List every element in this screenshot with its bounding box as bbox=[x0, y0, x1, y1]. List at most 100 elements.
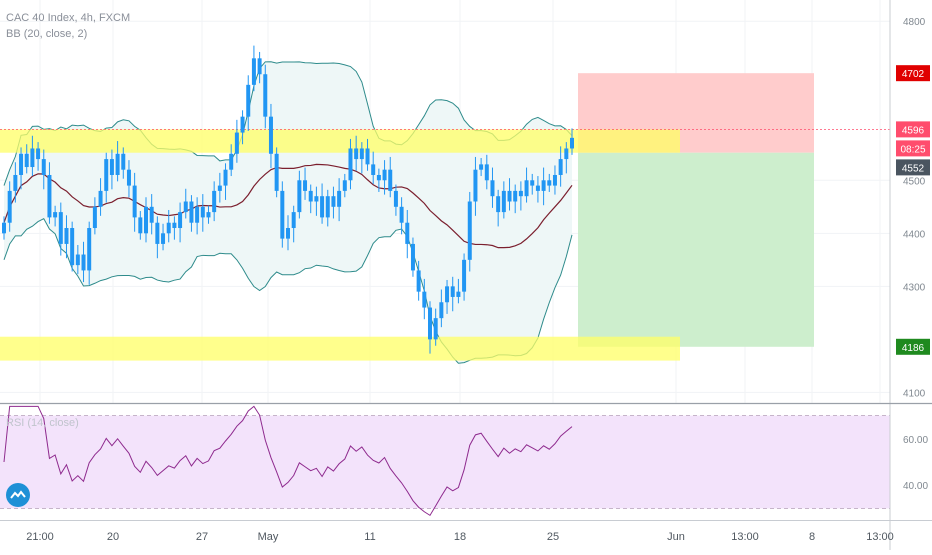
candle-body bbox=[172, 222, 177, 229]
candle bbox=[263, 64, 268, 129]
time-tick-label: 13:00 bbox=[731, 531, 759, 543]
candle bbox=[70, 221, 75, 272]
candle bbox=[371, 151, 376, 185]
candle-body bbox=[348, 148, 353, 181]
candle bbox=[98, 178, 103, 216]
candle bbox=[7, 181, 12, 232]
tradingview-logo[interactable] bbox=[6, 483, 30, 507]
candle bbox=[484, 154, 489, 190]
candle-body bbox=[155, 222, 160, 244]
candle bbox=[268, 103, 273, 169]
candle bbox=[64, 215, 69, 259]
candle bbox=[189, 195, 194, 232]
time-tick-label: 8 bbox=[809, 531, 815, 543]
candle-body bbox=[98, 190, 103, 207]
bb-indicator-title[interactable]: BB (20, close, 2) bbox=[6, 28, 88, 40]
candle bbox=[456, 278, 461, 304]
candle bbox=[558, 146, 563, 187]
candle bbox=[303, 167, 308, 200]
time-tick-label: 20 bbox=[107, 531, 119, 543]
candle-body bbox=[104, 159, 109, 191]
candle bbox=[479, 158, 484, 177]
candle-body bbox=[291, 212, 296, 229]
candle bbox=[439, 289, 444, 328]
candle-body bbox=[541, 180, 546, 191]
candle bbox=[121, 147, 126, 179]
candle-body bbox=[547, 180, 552, 186]
candle-body bbox=[376, 174, 381, 181]
rsi-band-fill bbox=[0, 415, 890, 509]
candle bbox=[348, 138, 353, 190]
candle bbox=[501, 181, 506, 219]
time-tick-label: Jun bbox=[667, 531, 685, 543]
candle bbox=[291, 205, 296, 243]
chart-legend: CAC 40 Index, 4h, FXCM BB (20, close, 2) bbox=[6, 10, 130, 42]
candle bbox=[496, 189, 501, 227]
price-tick-label: 4300 bbox=[903, 282, 926, 293]
candle bbox=[376, 168, 381, 192]
entry-price-badge: 4552 bbox=[896, 159, 930, 176]
candle-body bbox=[246, 84, 251, 117]
candle-body bbox=[30, 148, 35, 168]
candle-body bbox=[484, 164, 489, 181]
candle bbox=[155, 216, 160, 259]
candle-body bbox=[359, 148, 364, 160]
candle-body bbox=[303, 180, 308, 191]
candle-body bbox=[445, 286, 450, 303]
candle bbox=[36, 142, 41, 171]
candle bbox=[104, 152, 109, 203]
candle bbox=[325, 189, 330, 227]
candle-body bbox=[501, 190, 506, 213]
candle bbox=[513, 184, 518, 214]
candle-body bbox=[206, 212, 211, 218]
candle bbox=[53, 205, 58, 227]
candle bbox=[115, 141, 120, 182]
candle-body bbox=[308, 190, 313, 202]
candle-body bbox=[2, 222, 6, 234]
candle bbox=[246, 75, 251, 131]
time-tick-label: 21:00 bbox=[26, 531, 54, 543]
candle bbox=[547, 173, 552, 192]
candle bbox=[320, 183, 325, 224]
candle bbox=[92, 197, 97, 235]
support-zone bbox=[0, 336, 680, 361]
candle bbox=[13, 162, 18, 203]
candle-body bbox=[433, 318, 438, 340]
candle bbox=[524, 167, 529, 203]
candle-body bbox=[274, 153, 279, 191]
stop-price-badge: 4186 bbox=[896, 338, 930, 355]
candle bbox=[286, 215, 290, 251]
candle-body bbox=[58, 212, 63, 244]
candle bbox=[257, 51, 262, 84]
candle bbox=[178, 202, 183, 243]
candle bbox=[490, 167, 495, 208]
candle-body bbox=[410, 243, 415, 271]
candle-body bbox=[365, 148, 370, 165]
candle bbox=[535, 176, 540, 203]
price-tick-label: 4100 bbox=[903, 388, 926, 399]
candle-body bbox=[41, 159, 46, 175]
candle bbox=[81, 241, 86, 283]
candle-body bbox=[166, 222, 171, 234]
candle-body bbox=[223, 169, 228, 186]
candle-body bbox=[138, 217, 143, 234]
candle bbox=[161, 223, 166, 251]
candle bbox=[342, 173, 347, 198]
candle-body bbox=[524, 180, 529, 197]
candle-body bbox=[47, 174, 52, 218]
candle-body bbox=[297, 180, 302, 213]
candle bbox=[405, 209, 410, 259]
candle-body bbox=[331, 196, 336, 207]
target-price-badge: 4702 bbox=[896, 65, 930, 82]
symbol-title[interactable]: CAC 40 Index, 4h, FXCM bbox=[6, 12, 131, 24]
candle-body bbox=[195, 206, 200, 223]
candle bbox=[234, 119, 239, 163]
candle-body bbox=[462, 259, 467, 292]
candle bbox=[229, 144, 234, 177]
time-tick-label: 18 bbox=[454, 531, 466, 543]
candle-body bbox=[115, 153, 120, 175]
candle-body bbox=[456, 291, 461, 297]
candle bbox=[274, 147, 279, 198]
zones-layer bbox=[0, 73, 890, 361]
